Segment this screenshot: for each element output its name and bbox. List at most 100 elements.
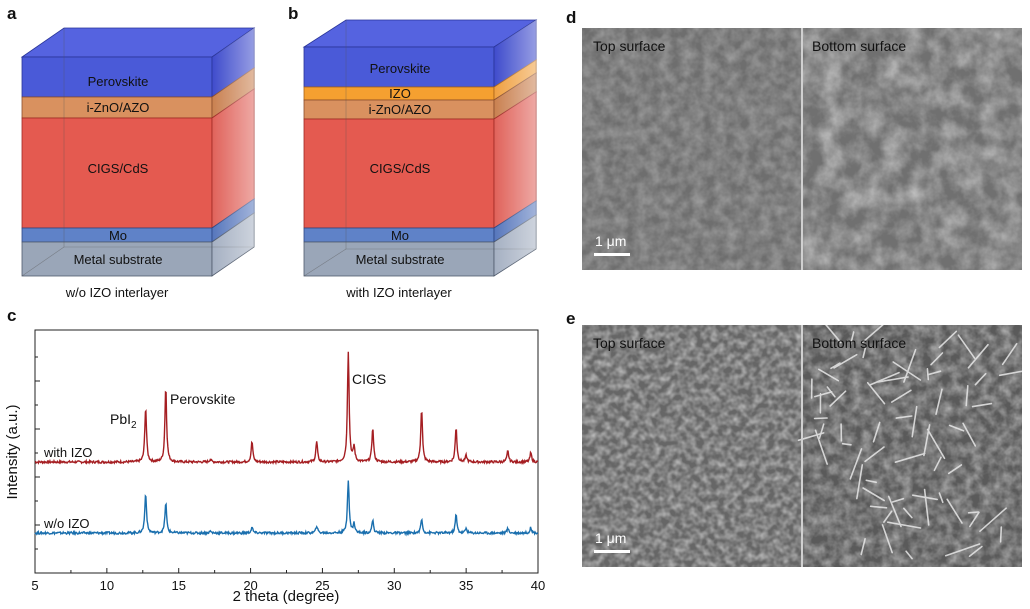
needle-crystal [825, 325, 842, 344]
needle-crystal [865, 479, 878, 484]
panel-a-substrate-layer [21, 241, 213, 277]
needle-crystal [891, 497, 905, 503]
needle-crystal [881, 524, 894, 554]
needle-crystal [849, 331, 855, 345]
needle-crystal [965, 384, 969, 407]
sem-e-left-label: Top surface [593, 335, 666, 351]
panel-a-caption: w/o IZO interlayer [65, 285, 169, 300]
annotation-pbi2-text: PbI [110, 411, 131, 427]
panel-a-label-cigs: CIGS/CdS [88, 161, 149, 176]
needle-crystal [926, 428, 946, 460]
needle-crystal [979, 507, 1007, 532]
panel-e-letter: e [566, 309, 576, 328]
sem-e-right-label: Bottom surface [812, 335, 907, 351]
needle-crystal [971, 402, 993, 408]
needle-crystal [890, 389, 912, 403]
needle-crystal [930, 352, 944, 366]
sem-e-divider [801, 325, 803, 567]
needle-crystal [829, 390, 847, 407]
sem-e-left-grain [582, 325, 801, 567]
annotation-perovskite: Perovskite [170, 391, 236, 407]
needle-crystal [841, 442, 852, 446]
panel-b-label-substrate: Metal substrate [356, 252, 445, 267]
sem-image-d-texture [582, 28, 1022, 270]
needle-crystal [957, 334, 976, 360]
annotation-cigs: CIGS [352, 371, 386, 387]
panel-a-back-diag [21, 246, 65, 277]
needle-crystal [818, 423, 825, 439]
panel-a-letter: a [7, 4, 17, 23]
needle-crystal [968, 545, 983, 557]
needle-crystal [911, 405, 918, 438]
needle-crystal [935, 388, 943, 415]
annotation-pbi2-sub: 2 [131, 420, 137, 431]
sem-image-e [582, 325, 1022, 567]
needle-crystal [860, 538, 866, 556]
needle-crystal [872, 421, 881, 443]
needle-crystal [999, 526, 1003, 543]
needle-crystal [948, 424, 965, 432]
needle-crystal [894, 452, 926, 463]
needle-crystal [830, 362, 841, 370]
panel-b-label-perovskite: Perovskite [370, 61, 431, 76]
panel-b-label-izo: IZO [389, 86, 411, 101]
needle-crystal [967, 343, 989, 369]
x-tick-label: 35 [459, 578, 473, 593]
x-tick-label: 20 [243, 578, 257, 593]
needle-crystal [814, 429, 828, 465]
needle-crystal [883, 510, 893, 523]
x-tick-label: 40 [531, 578, 545, 593]
needle-crystal [902, 507, 913, 519]
sem-e-scale-bar [594, 550, 630, 553]
needle-crystal [861, 325, 884, 344]
needle-crystal [968, 511, 980, 528]
panel-b-diagram: Perovskite IZO i-ZnO/AZO CIGS/CdS Mo Met… [302, 19, 538, 277]
needle-crystal [862, 346, 867, 359]
sem-image-e-texture [582, 325, 1022, 567]
panel-c-letter: c [7, 306, 17, 325]
needle-crystal [967, 511, 980, 514]
needle-crystal [833, 353, 858, 369]
needle-crystal [849, 448, 863, 480]
needle-crystal [892, 361, 922, 381]
panel-b-perovskite-layer [303, 46, 495, 88]
panel-b-cigs-layer [303, 118, 495, 229]
sem-d-left-label: Top surface [593, 38, 666, 54]
sem-e-needles [797, 325, 1022, 560]
x-tick-label: 5 [31, 578, 38, 593]
panel-a-label-mo: Mo [109, 228, 127, 243]
sem-image-d [582, 28, 1022, 270]
needle-crystal [887, 495, 902, 528]
needle-crystal [886, 521, 922, 529]
needle-crystal [876, 376, 909, 383]
needle-crystal [864, 446, 885, 463]
needle-crystal [927, 370, 942, 376]
x-tick-label: 15 [171, 578, 185, 593]
panel-b-caption: with IZO interlayer [346, 285, 452, 300]
panel-a-diagram: Perovskite i-ZnO/AZO CIGS/CdS Mo Metal s… [20, 27, 256, 277]
panel-b-letter: b [288, 4, 299, 23]
sem-d-left-grain [582, 28, 801, 270]
panel-a-side-gloss [212, 28, 254, 276]
series-line-with-izo [34, 351, 539, 466]
needle-crystal [944, 543, 981, 557]
x-axis-label: 2 theta (degree) [233, 588, 340, 605]
panel-b-label-cigs: CIGS/CdS [370, 161, 431, 176]
panel-a-label-perovskite: Perovskite [88, 74, 149, 89]
needle-crystal [814, 391, 833, 398]
y-ticks [35, 356, 40, 550]
panel-b-label-izno: i-ZnO/AZO [369, 102, 432, 117]
needle-crystal [905, 550, 913, 560]
panel-b-label-mo: Mo [391, 228, 409, 243]
x-ticks: 5 10 15 20 25 30 35 40 [31, 568, 545, 593]
panel-b-side-gloss [494, 20, 536, 276]
needle-crystal [813, 417, 828, 420]
xrd-chart: 5 10 15 20 25 30 35 40 with IZO w/o IZO PbI2 Pe… [4, 329, 545, 605]
panel-d-letter: d [566, 8, 577, 27]
needle-crystal [933, 456, 942, 472]
series-label-with-izo: with IZO [43, 445, 92, 460]
needle-crystal [869, 505, 888, 509]
x-tick-label: 30 [387, 578, 401, 593]
needle-crystal [923, 488, 930, 526]
needle-crystal [895, 415, 913, 419]
